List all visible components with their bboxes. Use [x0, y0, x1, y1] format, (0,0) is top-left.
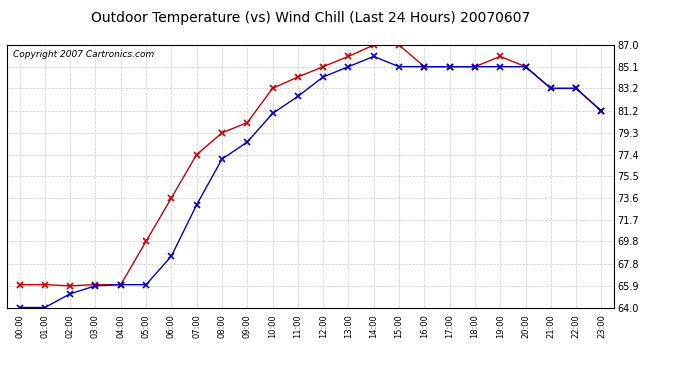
Outdoor Temp: [420, 64, 428, 69]
Line: Wind Chill: Wind Chill: [17, 54, 604, 310]
Line: Outdoor Temp: Outdoor Temp: [17, 42, 604, 289]
Wind Chill: [15, 305, 23, 310]
Outdoor Temp: [243, 120, 251, 125]
Wind Chill: [319, 75, 327, 79]
Wind Chill: [496, 64, 504, 69]
Text: Outdoor Temperature (vs) Wind Chill (Last 24 Hours) 20070607: Outdoor Temperature (vs) Wind Chill (Las…: [91, 11, 530, 25]
Outdoor Temp: [218, 130, 226, 135]
Outdoor Temp: [193, 152, 201, 157]
Outdoor Temp: [41, 282, 49, 287]
Wind Chill: [572, 86, 580, 91]
Wind Chill: [344, 64, 353, 69]
Wind Chill: [370, 54, 378, 58]
Outdoor Temp: [15, 282, 23, 287]
Outdoor Temp: [294, 75, 302, 79]
Wind Chill: [395, 64, 403, 69]
Wind Chill: [294, 94, 302, 99]
Outdoor Temp: [167, 196, 175, 200]
Outdoor Temp: [471, 64, 479, 69]
Wind Chill: [546, 86, 555, 91]
Outdoor Temp: [598, 109, 606, 114]
Outdoor Temp: [142, 239, 150, 243]
Outdoor Temp: [319, 64, 327, 69]
Wind Chill: [218, 157, 226, 161]
Text: Copyright 2007 Cartronics.com: Copyright 2007 Cartronics.com: [13, 50, 155, 59]
Wind Chill: [446, 64, 454, 69]
Wind Chill: [522, 64, 530, 69]
Wind Chill: [193, 202, 201, 207]
Wind Chill: [142, 282, 150, 287]
Outdoor Temp: [268, 86, 277, 91]
Outdoor Temp: [91, 282, 99, 287]
Wind Chill: [41, 305, 49, 310]
Wind Chill: [117, 282, 125, 287]
Outdoor Temp: [117, 282, 125, 287]
Wind Chill: [598, 109, 606, 114]
Outdoor Temp: [496, 54, 504, 58]
Outdoor Temp: [66, 284, 75, 288]
Wind Chill: [167, 254, 175, 258]
Wind Chill: [420, 64, 428, 69]
Outdoor Temp: [446, 64, 454, 69]
Outdoor Temp: [395, 43, 403, 47]
Outdoor Temp: [344, 54, 353, 58]
Outdoor Temp: [572, 86, 580, 91]
Wind Chill: [243, 140, 251, 144]
Outdoor Temp: [546, 86, 555, 91]
Outdoor Temp: [522, 64, 530, 69]
Wind Chill: [91, 284, 99, 288]
Outdoor Temp: [370, 43, 378, 47]
Wind Chill: [471, 64, 479, 69]
Wind Chill: [66, 291, 75, 296]
Wind Chill: [268, 111, 277, 116]
